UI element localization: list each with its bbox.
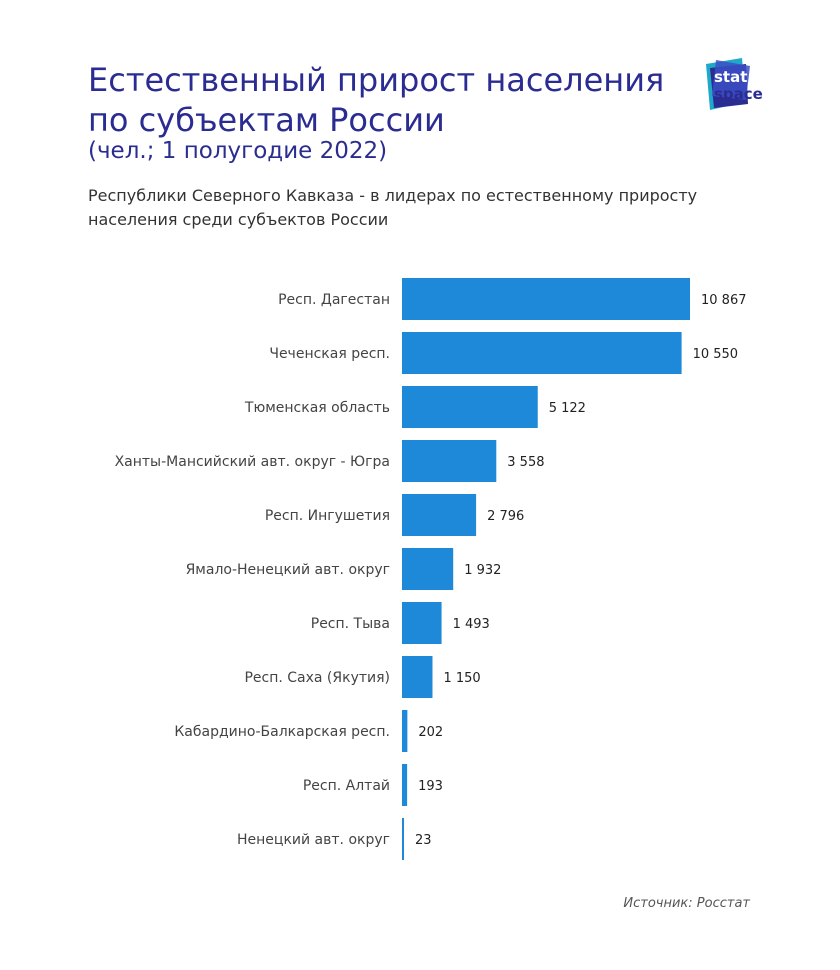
category-label: Кабардино-Балкарская респ. [174,724,390,740]
category-label: Респ. Ингушетия [265,508,390,524]
chart-subtitle: Республики Северного Кавказа - в лидерах… [88,184,768,232]
data-label: 1 493 [453,617,490,632]
data-label: 23 [415,833,432,848]
category-label: Респ. Тыва [311,616,390,632]
statspace-logo: stat space [706,58,763,110]
bar-chart: Респ. Дагестан 10 867 Чеченская респ. 10 55… [115,278,747,860]
bar [402,494,477,536]
data-label: 10 867 [701,293,747,308]
category-label: Респ. Алтай [303,778,390,794]
logo-shape-front [712,60,750,100]
bar [402,710,408,752]
chart-title-line-2: по субъектам России [88,101,445,139]
data-label: 5 122 [549,401,586,416]
category-label: Респ. Саха (Якутия) [244,670,390,686]
category-label: Ненецкий авт. округ [237,832,390,848]
category-label: Респ. Дагестан [278,292,390,308]
data-label: 2 796 [487,509,524,524]
bars-group: Респ. Дагестан 10 867 Чеченская респ. 10 55… [115,278,747,860]
source-note: Источник: Росстат [623,896,750,911]
chart-subtitle-line-1: Республики Северного Кавказа - в лидерах… [88,186,698,205]
bar [402,386,538,428]
data-label: 193 [418,779,443,794]
bar [402,764,408,806]
logo-shapes [706,58,750,110]
bar [402,278,690,320]
data-label: 1 150 [443,671,480,686]
bar [402,656,433,698]
chart-title-line-1: Естественный прирост населения [88,61,665,99]
chart-title: Естественный прирост населения по субъек… [88,60,688,140]
bar [402,602,442,644]
bar [402,440,497,482]
logo-word-stat: stat [714,68,747,86]
chart-title-unit: (чел.; 1 полугодие 2022) [88,138,388,164]
data-label: 202 [418,725,443,740]
bar [402,818,404,860]
category-label: Чеченская респ. [269,346,390,362]
logo-word-space: space [714,85,763,103]
category-label: Ханты-Мансийский авт. округ - Югра [115,454,390,470]
category-label: Тюменская область [244,400,390,416]
data-label: 10 550 [693,347,739,362]
data-label: 3 558 [507,455,544,470]
bar [402,332,682,374]
category-label: Ямало-Ненецкий авт. округ [186,562,390,578]
bar [402,548,454,590]
data-label: 1 932 [464,563,501,578]
chart-subtitle-line-2: населения среди субъектов России [88,210,389,229]
